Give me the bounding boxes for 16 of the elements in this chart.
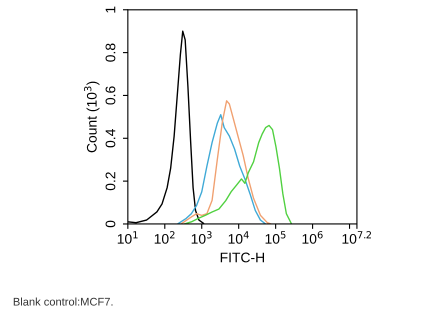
y-tick-label: 0.8 <box>106 44 116 62</box>
x-tick-label: 10$^{7.2}$ <box>342 231 371 244</box>
y-axis-title: Count (10$^{3}$) <box>84 82 100 152</box>
y-tick-label: 0 <box>106 220 116 228</box>
y-tick-label: 0.6 <box>106 86 116 105</box>
y-tick-label: 1 <box>106 6 116 13</box>
text: Blank control:MCF7. <box>14 298 113 306</box>
x-tick-label: 10$^{4}$ <box>228 231 249 244</box>
x-axis-title: FITC-H <box>220 252 264 262</box>
x-tick-label: 10$^{1}$ <box>118 231 138 244</box>
x-tick-label: 10$^{2}$ <box>154 231 174 244</box>
y-tick-label: 0.2 <box>106 172 116 190</box>
x-tick-label: 10$^{3}$ <box>192 231 212 244</box>
x-tick-label: 10$^{6}$ <box>302 231 323 244</box>
y-tick-label: 0.4 <box>106 129 116 148</box>
x-tick-label: 10$^{5}$ <box>266 231 286 244</box>
